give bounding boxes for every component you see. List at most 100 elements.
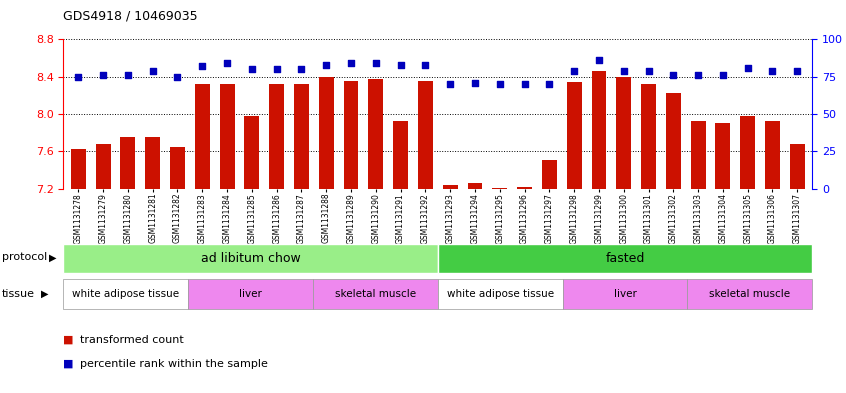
Point [369,60,382,66]
Bar [567,82,581,189]
Point [270,66,283,72]
Point [146,68,159,74]
Point [617,68,630,74]
Text: protocol: protocol [2,252,47,263]
Bar [63,244,437,273]
Bar [71,149,85,189]
Bar [442,185,458,189]
Bar [586,39,612,189]
Point [667,72,680,78]
Point [394,62,408,68]
Bar [343,81,359,189]
Point [717,72,730,78]
Bar [313,279,437,309]
Point [344,60,358,66]
Point [790,68,804,74]
Bar [116,39,140,189]
Bar [289,39,314,189]
Bar [760,39,785,189]
Bar [319,77,333,189]
Point [419,62,432,68]
Bar [364,39,388,189]
Bar [239,39,264,189]
Text: ▶: ▶ [41,289,48,299]
Bar [437,244,812,273]
Point [518,81,531,87]
Text: skeletal muscle: skeletal muscle [335,289,416,299]
Point [121,72,135,78]
Point [195,63,209,69]
Bar [641,84,656,189]
Bar [418,81,433,189]
Point [96,72,110,78]
Bar [512,39,537,189]
Bar [91,39,116,189]
Bar [563,279,687,309]
Bar [616,77,631,189]
Point [568,68,581,74]
Text: transformed count: transformed count [80,335,184,345]
Point [294,66,308,72]
Bar [487,39,512,189]
Bar [492,188,508,189]
Bar [437,279,563,309]
Bar [537,39,562,189]
Bar [711,39,735,189]
Bar [338,39,364,189]
Point [766,68,779,74]
Text: white adipose tissue: white adipose tissue [447,289,554,299]
Bar [636,39,661,189]
Bar [96,144,111,189]
Point [72,73,85,80]
Bar [716,123,730,189]
Point [542,81,556,87]
Bar [785,39,810,189]
Bar [66,39,91,189]
Text: liver: liver [239,289,262,299]
Point [741,64,755,71]
Text: ▶: ▶ [49,252,57,263]
Text: ■: ■ [63,335,74,345]
Text: tissue: tissue [2,289,35,299]
Point [493,81,507,87]
Bar [190,39,215,189]
Bar [740,116,755,189]
Bar [562,39,586,189]
Bar [790,144,805,189]
Bar [591,71,607,189]
Bar [170,147,185,189]
Bar [195,84,210,189]
Bar [690,121,706,189]
Bar [120,137,135,189]
Text: skeletal muscle: skeletal muscle [709,289,790,299]
Bar [140,39,165,189]
Bar [517,187,532,189]
Bar [264,39,289,189]
Text: GDS4918 / 10469035: GDS4918 / 10469035 [63,10,198,23]
Bar [661,39,686,189]
Bar [244,116,260,189]
Bar [666,94,681,189]
Bar [215,39,239,189]
Bar [686,39,711,189]
Point [245,66,259,72]
Text: liver: liver [613,289,636,299]
Point [320,62,333,68]
Text: percentile rank within the sample: percentile rank within the sample [80,358,268,369]
Bar [393,121,408,189]
Point [171,73,184,80]
Bar [368,79,383,189]
Point [443,81,457,87]
Bar [687,279,812,309]
Bar [294,84,309,189]
Bar [269,84,284,189]
Bar [63,279,188,309]
Bar [220,84,234,189]
Bar [765,121,780,189]
Bar [188,279,313,309]
Bar [413,39,437,189]
Bar [388,39,413,189]
Text: ad libitum chow: ad libitum chow [201,252,300,265]
Bar [165,39,190,189]
Point [592,57,606,63]
